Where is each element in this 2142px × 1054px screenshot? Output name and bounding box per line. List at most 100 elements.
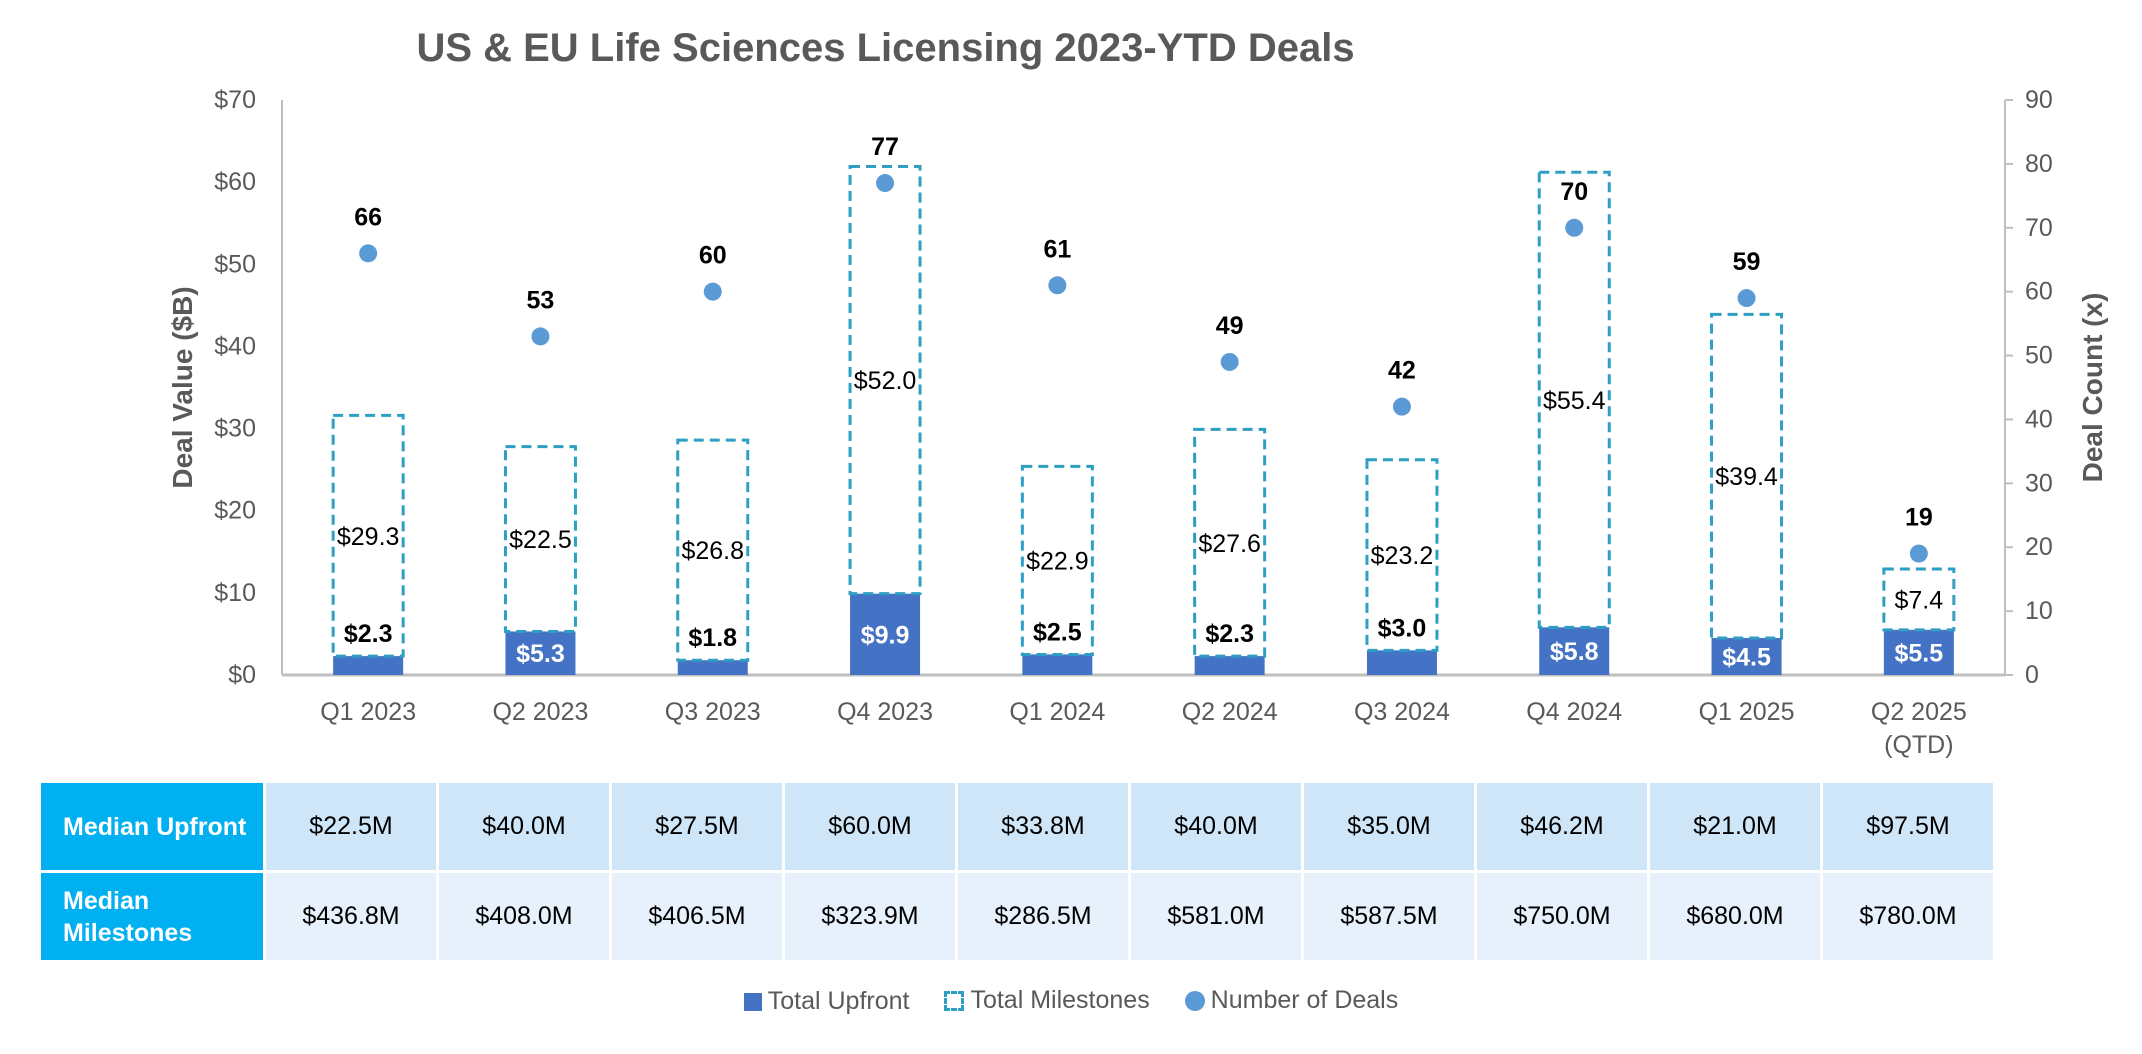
upfront-data-label: $2.5 bbox=[1033, 618, 1082, 646]
y-tick-label: $40 bbox=[214, 332, 256, 360]
table-cell: $286.5M bbox=[957, 872, 1130, 962]
milestones-data-label: $22.5 bbox=[509, 526, 572, 554]
milestones-data-label: $22.9 bbox=[1026, 547, 1089, 575]
table-cell: $750.0M bbox=[1476, 872, 1649, 962]
table-cell: $408.0M bbox=[438, 872, 611, 962]
deal-count-label: 61 bbox=[1043, 235, 1071, 263]
table-cell: $587.5M bbox=[1303, 872, 1476, 962]
upfront-data-label: $2.3 bbox=[344, 620, 393, 648]
legend-label-milestones: Total Milestones bbox=[970, 986, 1149, 1015]
upfront-data-label: $1.8 bbox=[688, 624, 737, 652]
deals-marker-icon bbox=[1185, 991, 1205, 1011]
x-tick-label: Q4 2023 bbox=[837, 698, 933, 726]
deal-count-marker bbox=[531, 327, 549, 345]
table-cell: $97.5M bbox=[1822, 782, 1995, 872]
table-cell: $406.5M bbox=[611, 872, 784, 962]
row-header-median-upfront: Median Upfront bbox=[40, 782, 265, 872]
y2-tick-label: 30 bbox=[2025, 469, 2053, 497]
deal-count-label: 66 bbox=[354, 203, 382, 231]
table-row-median-milestones: Median Milestones $436.8M $408.0M $406.5… bbox=[40, 872, 1995, 962]
x-tick-label: Q2 2023 bbox=[492, 698, 588, 726]
deal-count-marker bbox=[359, 244, 377, 262]
upfront-data-label: $9.9 bbox=[861, 621, 910, 649]
table-cell: $21.0M bbox=[1649, 782, 1822, 872]
upfront-swatch-icon bbox=[744, 993, 762, 1011]
y2-tick-label: 0 bbox=[2025, 661, 2039, 689]
upfront-data-label: $4.5 bbox=[1722, 644, 1771, 672]
milestones-data-label: $26.8 bbox=[681, 537, 744, 565]
x-tick-label: Q2 2024 bbox=[1182, 698, 1278, 726]
legend-item-upfront: Total Upfront bbox=[744, 987, 910, 1016]
table-cell: $35.0M bbox=[1303, 782, 1476, 872]
y-tick-label: $20 bbox=[214, 497, 256, 525]
milestones-data-label: $7.4 bbox=[1895, 586, 1944, 614]
chart-plot: $0 $10 $20 $30 $40 $50 $60 $70 0 10 20 30 40 50 60 70 80… bbox=[0, 0, 2142, 780]
bar-total-upfront bbox=[678, 660, 748, 675]
deal-count-marker bbox=[1393, 398, 1411, 416]
milestones-data-label: $39.4 bbox=[1715, 463, 1778, 491]
table-cell: $33.8M bbox=[957, 782, 1130, 872]
median-metrics-table: Median Upfront $22.5M $40.0M $27.5M $60.… bbox=[38, 780, 1996, 963]
upfront-data-label: $2.3 bbox=[1205, 620, 1254, 648]
x-tick-label: Q3 2024 bbox=[1354, 698, 1450, 726]
y-tick-label: $50 bbox=[214, 250, 256, 278]
y-tick-label: $70 bbox=[214, 86, 256, 114]
deal-count-marker bbox=[1221, 353, 1239, 371]
y2-tick-label: 10 bbox=[2025, 597, 2053, 625]
legend-label-deals: Number of Deals bbox=[1211, 986, 1399, 1015]
table-cell: $40.0M bbox=[438, 782, 611, 872]
milestones-data-label: $52.0 bbox=[854, 367, 917, 395]
y2-tick-label: 20 bbox=[2025, 533, 2053, 561]
y2-axis-title: Deal Count (x) bbox=[2077, 293, 2108, 483]
x-tick-label: Q3 2023 bbox=[665, 698, 761, 726]
deal-count-label: 49 bbox=[1216, 312, 1244, 340]
table-cell: $60.0M bbox=[784, 782, 957, 872]
milestones-data-label: $29.3 bbox=[337, 523, 400, 551]
table-cell: $22.5M bbox=[265, 782, 438, 872]
deal-count-marker bbox=[1565, 219, 1583, 237]
table-cell: $40.0M bbox=[1130, 782, 1303, 872]
milestones-data-label: $23.2 bbox=[1371, 542, 1434, 570]
y-tick-label: $0 bbox=[228, 661, 256, 689]
y-tick-label: $10 bbox=[214, 579, 256, 607]
upfront-data-label: $3.0 bbox=[1378, 614, 1427, 642]
deal-count-marker bbox=[876, 174, 894, 192]
upfront-data-label: $5.5 bbox=[1895, 639, 1944, 667]
deal-count-label: 70 bbox=[1560, 178, 1588, 206]
bar-total-upfront bbox=[1022, 654, 1092, 675]
y2-tick-label: 90 bbox=[2025, 86, 2053, 114]
deal-count-marker bbox=[704, 283, 722, 301]
x-tick-label: Q1 2024 bbox=[1009, 698, 1105, 726]
x-tick-label: Q4 2024 bbox=[1526, 698, 1622, 726]
y-tick-label: $30 bbox=[214, 415, 256, 443]
x-tick-label: Q1 2023 bbox=[320, 698, 416, 726]
milestones-data-label: $55.4 bbox=[1543, 387, 1606, 415]
y2-tick-label: 60 bbox=[2025, 278, 2053, 306]
deal-count-label: 53 bbox=[527, 286, 555, 314]
row-header-median-milestones: Median Milestones bbox=[40, 872, 265, 962]
deal-count-label: 19 bbox=[1905, 504, 1933, 532]
table-cell: $323.9M bbox=[784, 872, 957, 962]
table-cell: $780.0M bbox=[1822, 872, 1995, 962]
table-cell: $27.5M bbox=[611, 782, 784, 872]
deal-count-label: 42 bbox=[1388, 357, 1416, 385]
y2-tick-label: 50 bbox=[2025, 342, 2053, 370]
deal-count-marker bbox=[1048, 276, 1066, 294]
table-cell: $680.0M bbox=[1649, 872, 1822, 962]
legend-item-milestones: Total Milestones bbox=[944, 986, 1149, 1015]
legend-item-deals: Number of Deals bbox=[1185, 986, 1399, 1015]
y-axis-title: Deal Value ($B) bbox=[167, 286, 198, 488]
table-cell: $46.2M bbox=[1476, 782, 1649, 872]
deal-count-label: 59 bbox=[1733, 248, 1761, 276]
deal-count-marker bbox=[1910, 545, 1928, 563]
deal-count-label: 77 bbox=[871, 133, 899, 161]
x-tick-label: Q2 2025 bbox=[1871, 698, 1967, 726]
legend-label-upfront: Total Upfront bbox=[768, 987, 910, 1016]
x-tick-label: Q1 2025 bbox=[1699, 698, 1795, 726]
milestones-swatch-icon bbox=[944, 991, 964, 1011]
y2-tick-label: 80 bbox=[2025, 150, 2053, 178]
bar-total-upfront bbox=[1367, 650, 1437, 675]
bar-total-upfront bbox=[1195, 656, 1265, 675]
upfront-data-label: $5.8 bbox=[1550, 638, 1599, 666]
upfront-data-label: $5.3 bbox=[516, 640, 565, 668]
